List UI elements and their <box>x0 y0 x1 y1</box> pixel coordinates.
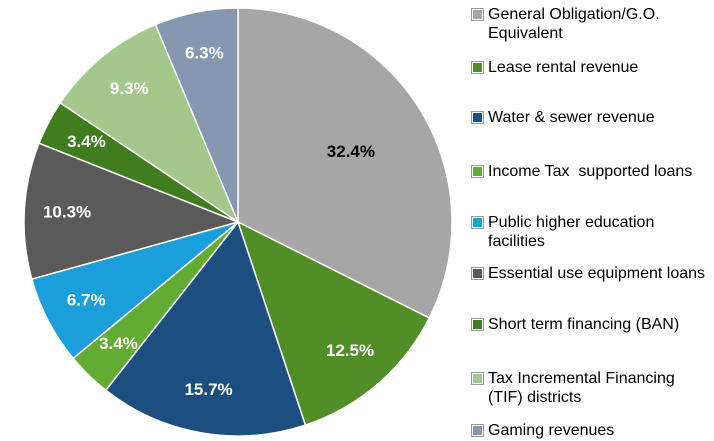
pie-slice <box>236 220 431 427</box>
legend-swatch <box>471 8 484 21</box>
legend-swatch <box>471 111 484 124</box>
legend-item: Public higher education facilities <box>471 213 708 251</box>
legend-swatch <box>471 318 484 331</box>
data-label: 3.4% <box>67 132 106 151</box>
legend-item: Water & sewer revenue <box>471 108 708 127</box>
data-label: 32.4% <box>327 142 375 161</box>
data-label: 6.7% <box>67 291 106 310</box>
data-label: 6.3% <box>185 44 224 63</box>
legend-label: Income Tax supported loans <box>488 163 693 180</box>
pie-slice <box>104 220 307 437</box>
legend-swatch <box>471 372 484 385</box>
legend-item: Essential use equipment loans <box>471 264 708 283</box>
legend-label: General Obligation/G.O. Equivalent <box>488 6 665 42</box>
data-label: 15.7% <box>184 380 232 399</box>
data-label: 12.5% <box>326 341 374 360</box>
legend-label: Lease rental revenue <box>488 59 639 76</box>
data-label: 10.3% <box>43 202 91 221</box>
legend-label: Essential use equipment loans <box>488 265 706 282</box>
pie-slice <box>237 7 453 319</box>
legend-item: Short term financing (BAN) <box>471 315 708 334</box>
legend-swatch <box>471 61 484 74</box>
legend-item: Lease rental revenue <box>471 58 708 77</box>
legend-item: Gaming revenues <box>471 421 708 440</box>
legend-swatch <box>471 424 484 437</box>
legend-swatch <box>471 165 484 178</box>
legend-label: Public higher education facilities <box>488 214 659 250</box>
legend-item: General Obligation/G.O. Equivalent <box>471 5 708 43</box>
legend-item: Tax Incremental Financing (TIF) district… <box>471 369 708 407</box>
legend-label: Tax Incremental Financing (TIF) district… <box>488 370 680 406</box>
legend-label: Short term financing (BAN) <box>488 316 680 333</box>
pie-slice <box>23 142 241 281</box>
legend-label: Gaming revenues <box>488 422 615 439</box>
data-label: 9.3% <box>110 79 149 98</box>
legend-item: Income Tax supported loans <box>471 162 708 181</box>
pie-slice <box>59 23 240 225</box>
legend-swatch <box>471 267 484 280</box>
pie-slice <box>154 7 239 223</box>
legend-label: Water & sewer revenue <box>488 109 655 126</box>
legend-swatch <box>471 216 484 229</box>
data-label: 3.4% <box>99 334 138 353</box>
